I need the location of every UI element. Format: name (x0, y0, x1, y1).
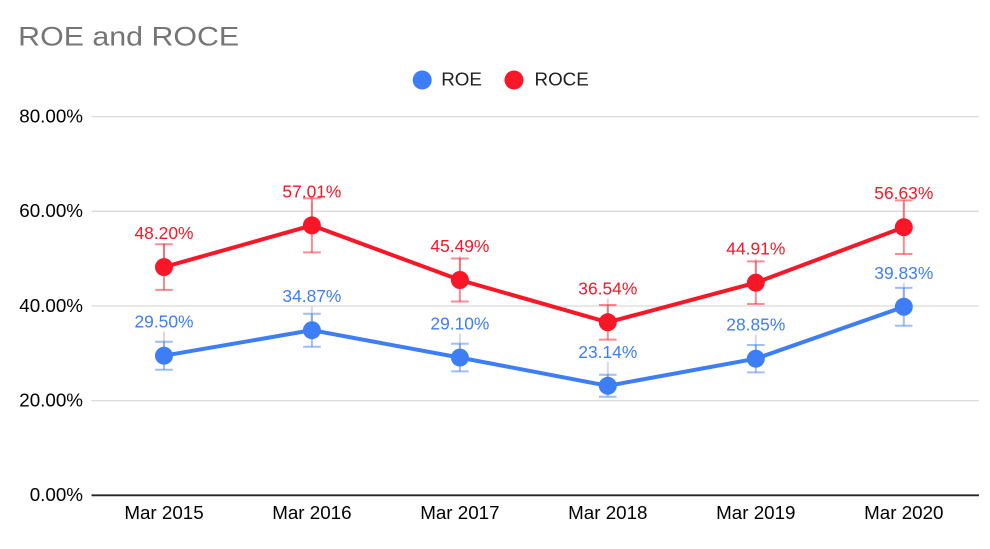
svg-text:0.00%: 0.00% (30, 484, 84, 505)
svg-text:44.91%: 44.91% (726, 239, 785, 259)
svg-text:Mar 2016: Mar 2016 (272, 502, 351, 523)
svg-text:60.00%: 60.00% (19, 200, 83, 221)
svg-text:ROE: ROE (441, 68, 482, 89)
svg-text:40.00%: 40.00% (19, 295, 83, 316)
svg-text:28.85%: 28.85% (726, 315, 785, 335)
svg-text:ROCE: ROCE (535, 68, 589, 89)
svg-text:39.83%: 39.83% (874, 263, 933, 283)
svg-text:29.50%: 29.50% (135, 312, 194, 332)
svg-text:80.00%: 80.00% (19, 105, 83, 126)
svg-text:Mar 2020: Mar 2020 (864, 502, 943, 523)
svg-text:56.63%: 56.63% (874, 183, 933, 203)
svg-text:36.54%: 36.54% (578, 278, 637, 298)
svg-text:ROE and ROCE: ROE and ROCE (18, 21, 239, 51)
svg-text:45.49%: 45.49% (430, 236, 489, 256)
svg-text:23.14%: 23.14% (578, 342, 637, 362)
svg-text:Mar 2019: Mar 2019 (716, 502, 795, 523)
svg-text:48.20%: 48.20% (135, 223, 194, 243)
svg-text:Mar 2017: Mar 2017 (420, 502, 499, 523)
svg-text:Mar 2015: Mar 2015 (124, 502, 203, 523)
svg-text:20.00%: 20.00% (19, 389, 83, 410)
svg-text:34.87%: 34.87% (282, 286, 341, 306)
svg-text:29.10%: 29.10% (430, 314, 489, 334)
svg-text:Mar 2018: Mar 2018 (568, 502, 647, 523)
svg-text:57.01%: 57.01% (282, 181, 341, 201)
